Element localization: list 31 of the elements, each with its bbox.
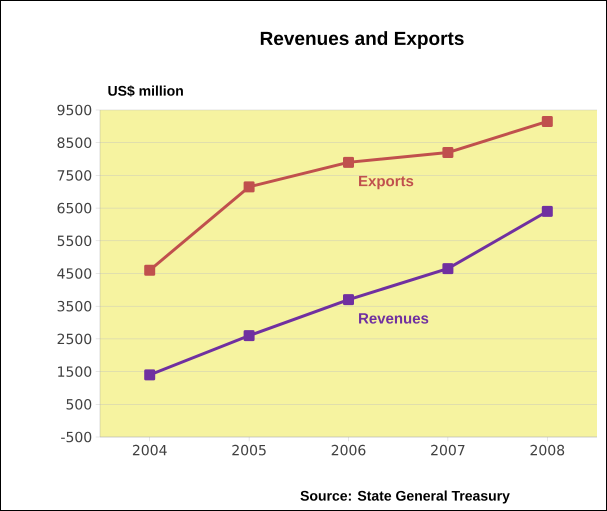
point [442,263,454,274]
point [244,181,255,192]
point [144,264,156,276]
point [343,156,354,168]
point [542,206,553,217]
y-tick-label: -500 [61,432,92,442]
source-note: Source: State General Treasury [300,490,510,504]
y-tick-label: 2500 [58,334,92,344]
point [144,369,156,380]
y-tick-label: 3500 [58,300,92,312]
point [542,116,553,127]
y-tick-label: 7500 [58,170,92,181]
y-tick-label: 9500 [57,104,92,116]
series-label: Revenues [359,313,428,324]
point [442,147,454,158]
x-tick-label: 2004 [132,444,167,456]
x-tick-label: 2007 [431,444,465,456]
series-label: Exports [359,176,414,190]
x-tick-label: 2008 [530,444,564,456]
y-tick-label: 1500 [58,366,92,377]
y-tick-label: 5500 [58,235,92,246]
y-tick-label: 4500 [57,268,92,279]
point [244,330,255,342]
y-tick-label: 8500 [58,137,92,148]
x-tick-label: 2005 [232,444,266,456]
chart-title: Revenues and Exports [260,31,464,49]
y-tick-label: 6500 [58,202,92,214]
y-axis-title: US$ million [108,85,183,97]
y-tick-label: 500 [66,398,92,410]
x-tick-label: 2006 [332,444,366,456]
point [343,294,354,306]
